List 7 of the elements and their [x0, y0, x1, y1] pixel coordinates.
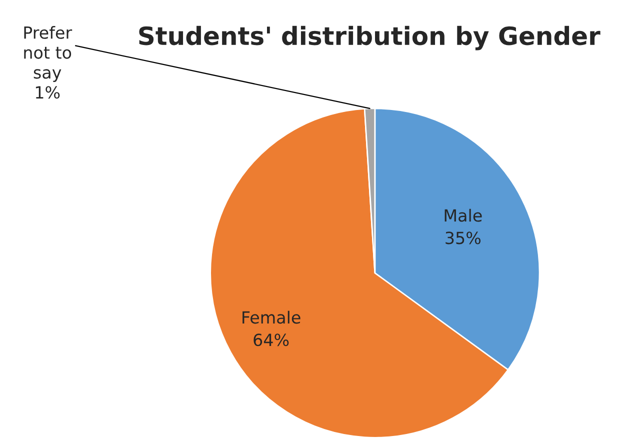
slice-label: Male [444, 208, 482, 222]
slice-label: Prefer not to say [24, 26, 72, 82]
data-label: 64% [254, 334, 289, 346]
slice-label: Female [242, 310, 300, 324]
data-label: 1% [36, 86, 60, 99]
chart-title: Students' distribution by Gender [139, 26, 600, 50]
data-label: 35% [446, 232, 481, 244]
